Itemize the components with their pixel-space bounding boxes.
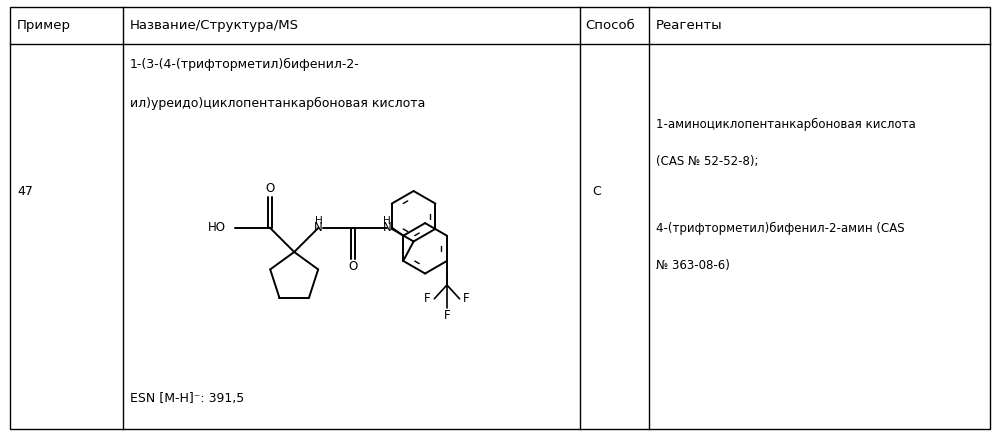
Text: ил)уреидо)циклопентанкарбоновая кислота: ил)уреидо)циклопентанкарбоновая кислота [130,97,425,110]
Text: Пример: Пример [17,19,71,32]
Text: (CAS № 52-52-8);: (CAS № 52-52-8); [656,155,759,168]
Text: 47: 47 [17,185,33,198]
Text: HO: HO [208,221,226,234]
Text: № 363-08-6): № 363-08-6) [656,259,730,272]
Text: O: O [348,260,358,273]
Text: 1-(3-(4-(трифторметил)бифенил-2-: 1-(3-(4-(трифторметил)бифенил-2- [130,58,360,71]
Text: H: H [383,216,391,226]
Text: ESN [M-H]⁻: 391,5: ESN [M-H]⁻: 391,5 [130,392,244,405]
Text: N: N [314,221,323,234]
Text: C: C [592,185,601,198]
Text: F: F [444,310,450,323]
Text: Реагенты: Реагенты [656,19,723,32]
Text: 4-(трифторметил)бифенил-2-амин (CAS: 4-(трифторметил)бифенил-2-амин (CAS [656,222,905,235]
Text: N: N [383,221,392,234]
Text: H: H [315,216,322,226]
Text: Название/Структура/MS: Название/Структура/MS [130,19,299,32]
Text: F: F [424,292,431,305]
Text: Способ: Способ [585,19,635,32]
Text: O: O [265,182,275,195]
Text: F: F [463,292,470,305]
Text: 1-аминоциклопентанкарбоновая кислота: 1-аминоциклопентанкарбоновая кислота [656,118,916,131]
